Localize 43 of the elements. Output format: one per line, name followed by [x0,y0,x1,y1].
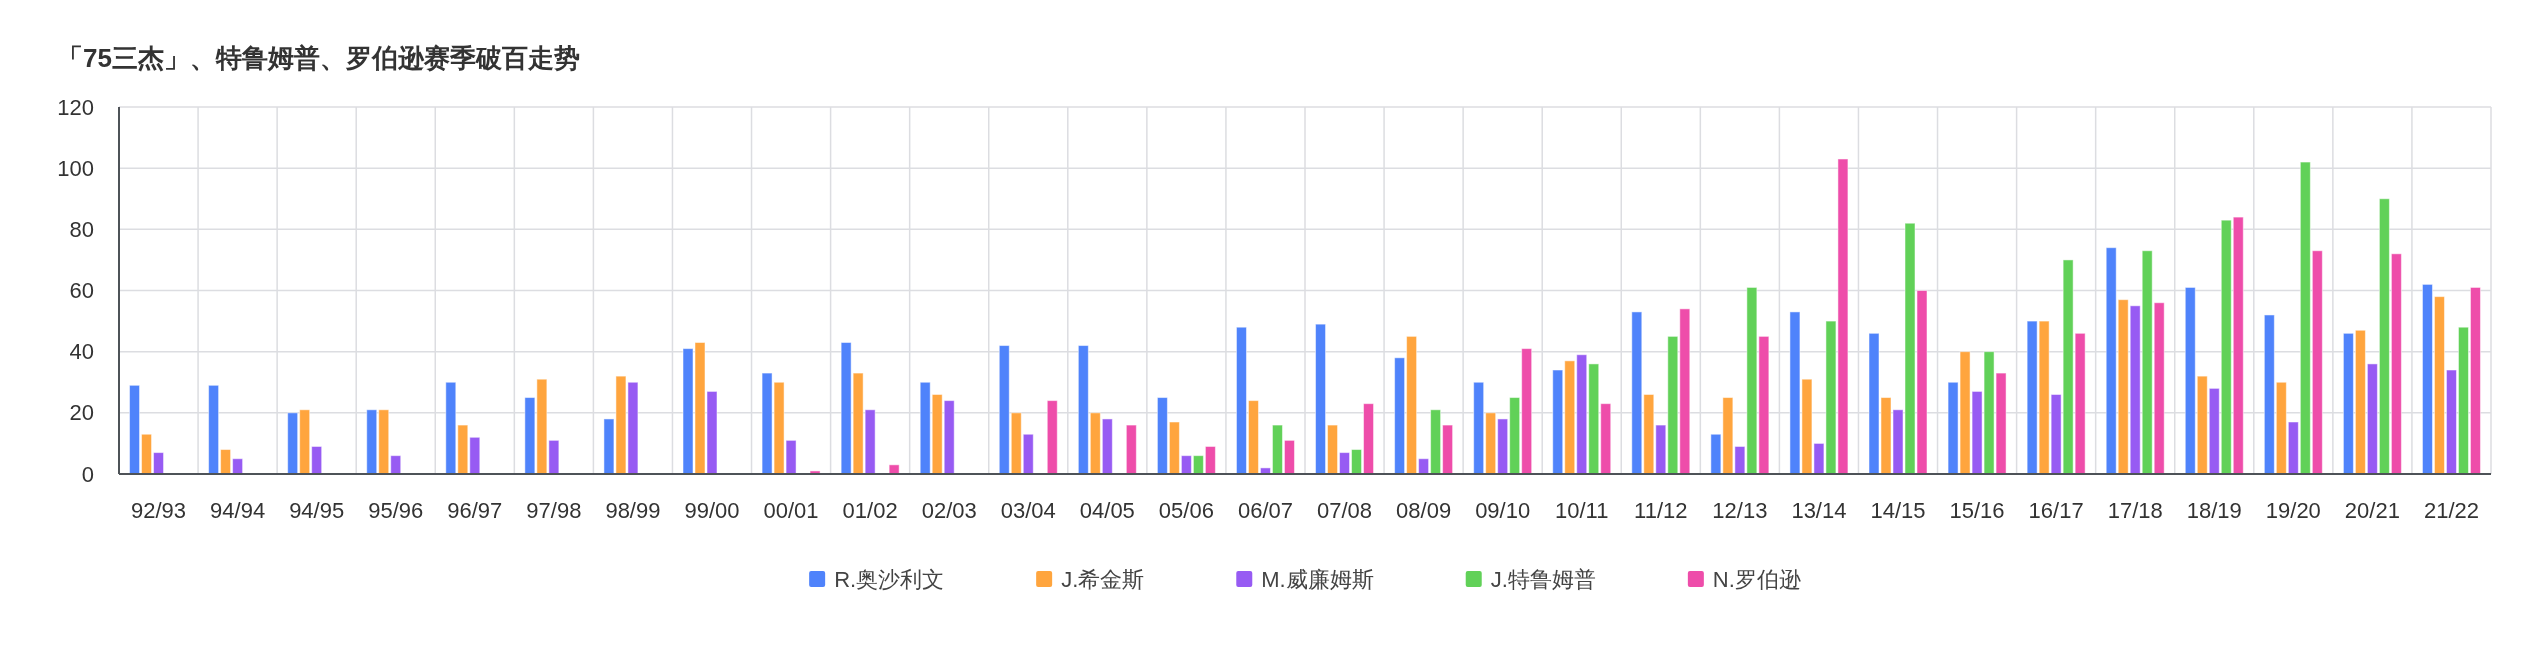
xtick: 18/19 [2186,498,2242,523]
ytick: 60 [69,278,94,303]
xtick: 04/05 [1079,498,1135,523]
ytick: 0 [81,461,94,487]
xtick: 96/97 [447,498,503,523]
xtick: 97/98 [526,498,582,523]
xtick: 08/09 [1396,498,1452,523]
xtick: 14/15 [1870,498,1926,523]
xtick: 94/94 [210,498,266,523]
xtick: 03/04 [1000,498,1056,523]
xtick: 06/07 [1237,498,1293,523]
ytick: 120 [57,94,94,120]
xtick: 15/16 [1949,498,2005,523]
xtick: 98/99 [605,498,661,523]
xtick: 11/12 [1634,498,1688,523]
title: 「75三杰」、特鲁姆普、罗伯逊赛季破百走势 [57,43,580,73]
ytick: 40 [69,339,94,365]
xtick: 00/01 [763,498,819,523]
xtick: 10/11 [1555,498,1609,523]
xtick: 17/18 [2107,498,2163,523]
ytick: 80 [69,216,94,242]
legend-label: R.奥沙利文 [834,566,945,592]
xtick: 21/22 [2423,498,2479,523]
xtick: 95/96 [368,498,424,523]
xtick: 01/02 [842,498,898,523]
xtick: 99/00 [684,498,740,523]
xtick: 02/03 [921,498,977,523]
legend-label: N.罗伯逊 [1712,566,1801,592]
xtick: 07/08 [1317,498,1373,523]
xtick: 05/06 [1158,498,1214,523]
xtick: 92/93 [131,498,187,523]
xtick: 20/21 [2344,498,2400,523]
xtick: 09/10 [1475,498,1531,523]
xtick: 16/17 [2028,498,2084,523]
xtick: 19/20 [2265,498,2321,523]
legend-label: J.希金斯 [1061,566,1145,592]
xtick: 13/14 [1791,498,1847,523]
ytick: 100 [57,155,94,181]
xtick: 94/95 [289,498,345,523]
legend-label: M.威廉姆斯 [1261,566,1374,592]
xtick: 12/13 [1712,498,1768,523]
legend-label: J.特鲁姆普 [1490,566,1596,592]
ytick: 20 [69,400,94,426]
